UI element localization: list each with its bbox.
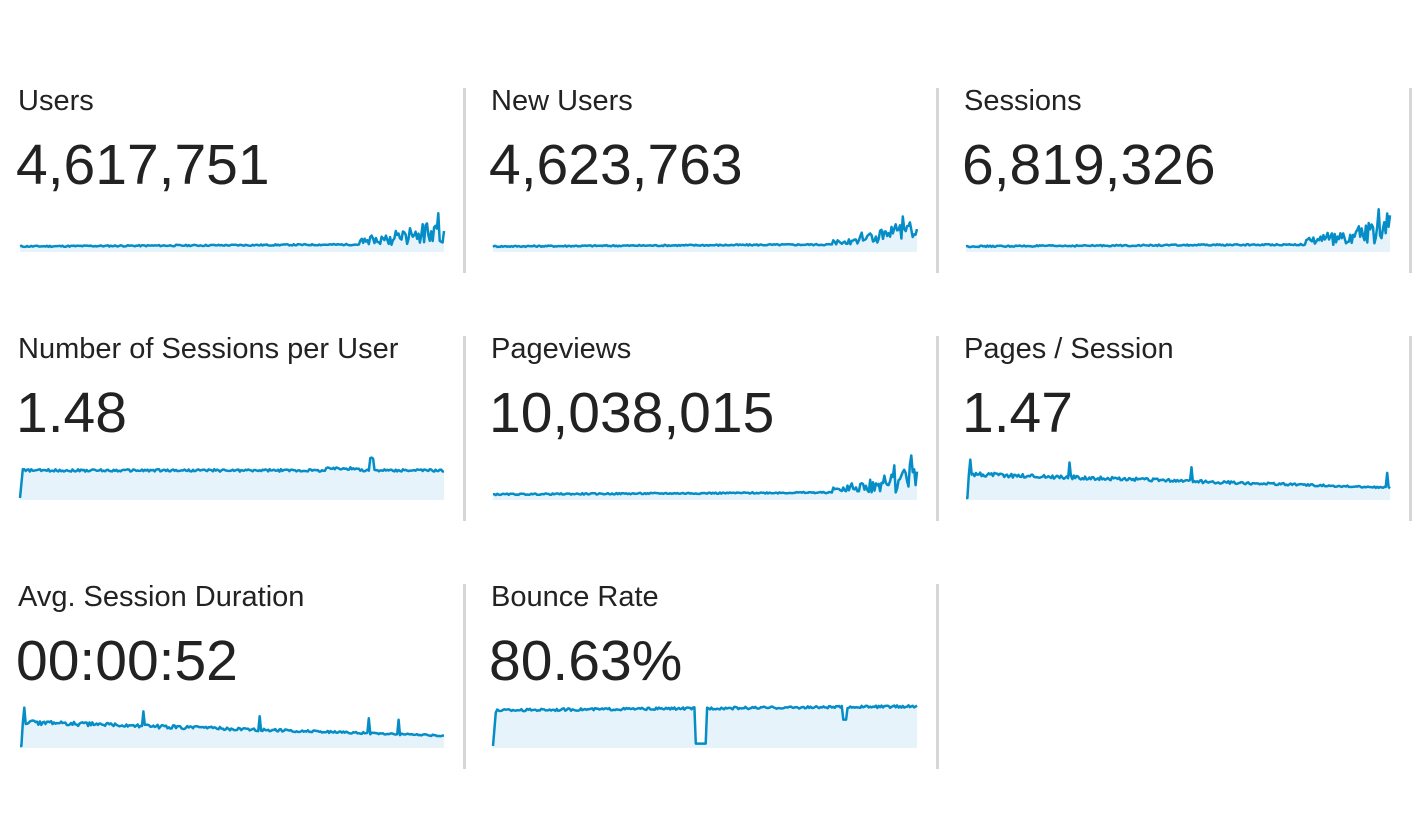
sparkline [492,454,919,500]
sparkline-line [18,456,445,499]
metric-label: Pageviews [491,333,632,365]
metric-value: 4,623,763 [489,133,743,197]
metric-card-avg-session-duration[interactable]: Avg. Session Duration 00:00:52 [0,496,473,748]
sparkline-line [966,458,1391,500]
metric-card-pages-per-session[interactable]: Pages / Session 1.47 [946,248,1417,500]
sparkline [966,458,1391,500]
metric-value: 1.48 [16,381,127,445]
sparkline [19,212,446,252]
metric-value: 1.47 [962,381,1073,445]
sparkline-area [966,459,1390,500]
metric-value: 00:00:52 [16,629,238,693]
sparkline-area [20,707,444,748]
divider [936,584,939,769]
metric-card-new-users[interactable]: New Users 4,623,763 [473,0,946,252]
divider [463,584,466,769]
metric-label: Avg. Session Duration [18,581,305,613]
divider [463,336,466,521]
sparkline-area [20,213,444,252]
sparkline [492,215,919,252]
metric-label: Pages / Session [964,333,1174,365]
sparkline-area [493,455,917,500]
sparkline-line [19,212,446,249]
metric-card-sessions-per-user[interactable]: Number of Sessions per User 1.48 [0,248,473,500]
sparkline-area [493,705,917,748]
divider [1409,336,1412,521]
sparkline-line [965,208,1392,249]
metric-label: Users [18,85,94,117]
metric-card-bounce-rate[interactable]: Bounce Rate 80.63% [473,496,946,748]
divider [936,88,939,273]
metric-label: Number of Sessions per User [18,333,399,365]
metric-label: Bounce Rate [491,581,659,613]
metric-value: 80.63% [489,629,683,693]
sparkline [18,456,445,500]
sparkline [20,706,445,748]
sparkline-line [492,215,919,249]
sparkline [965,208,1392,252]
sparkline-line [20,706,445,748]
sparkline-line [492,454,919,497]
metric-card-pageviews[interactable]: Pageviews 10,038,015 [473,248,946,500]
divider [1409,88,1412,273]
sparkline-line [491,704,918,747]
sparkline-area [966,209,1390,252]
sparkline [491,704,918,748]
metric-value: 6,819,326 [962,133,1216,197]
metric-label: New Users [491,85,633,117]
metric-value: 10,038,015 [489,381,775,445]
metric-label: Sessions [964,85,1082,117]
divider [936,336,939,521]
divider [463,88,466,273]
metric-card-users[interactable]: Users 4,617,751 [0,0,473,252]
sparkline-area [20,457,444,500]
sparkline-area [493,216,917,252]
metric-value: 4,617,751 [16,133,270,197]
metric-card-sessions[interactable]: Sessions 6,819,326 [946,0,1417,252]
